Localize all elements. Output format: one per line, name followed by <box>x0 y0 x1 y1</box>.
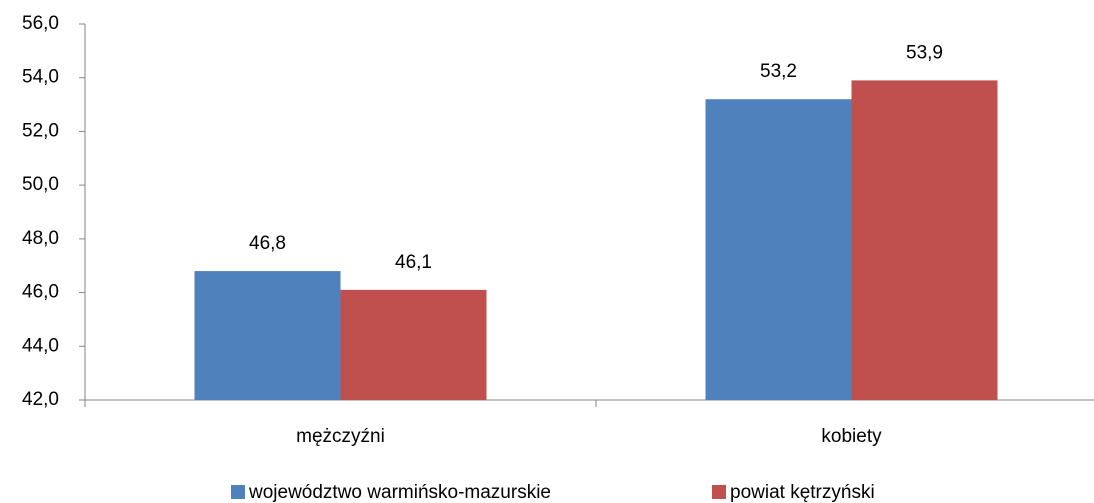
x-tick-label: mężczyźni <box>296 426 385 447</box>
bar <box>851 80 998 401</box>
y-tick-label: 48,0 <box>22 228 59 249</box>
y-tick-label: 42,0 <box>22 389 59 410</box>
x-tick-label: kobiety <box>821 426 882 447</box>
y-tick-label: 50,0 <box>22 174 59 195</box>
legend-swatch <box>231 485 245 499</box>
data-label: 46,1 <box>395 252 432 273</box>
data-label: 53,9 <box>906 42 943 63</box>
y-tick-label: 44,0 <box>22 335 59 356</box>
data-label: 53,2 <box>760 61 797 82</box>
y-tick-label: 54,0 <box>22 67 59 88</box>
bar <box>194 271 341 400</box>
y-tick-label: 46,0 <box>22 282 59 303</box>
legend-swatch <box>712 485 726 499</box>
legend-label: województwo warmińsko-mazurskie <box>248 482 551 503</box>
data-label: 46,8 <box>249 233 286 254</box>
bar <box>340 289 487 400</box>
bar <box>705 99 852 400</box>
y-tick-label: 52,0 <box>22 120 59 141</box>
legend-label: powiat kętrzyński <box>730 482 875 503</box>
y-tick-label: 56,0 <box>22 13 59 34</box>
